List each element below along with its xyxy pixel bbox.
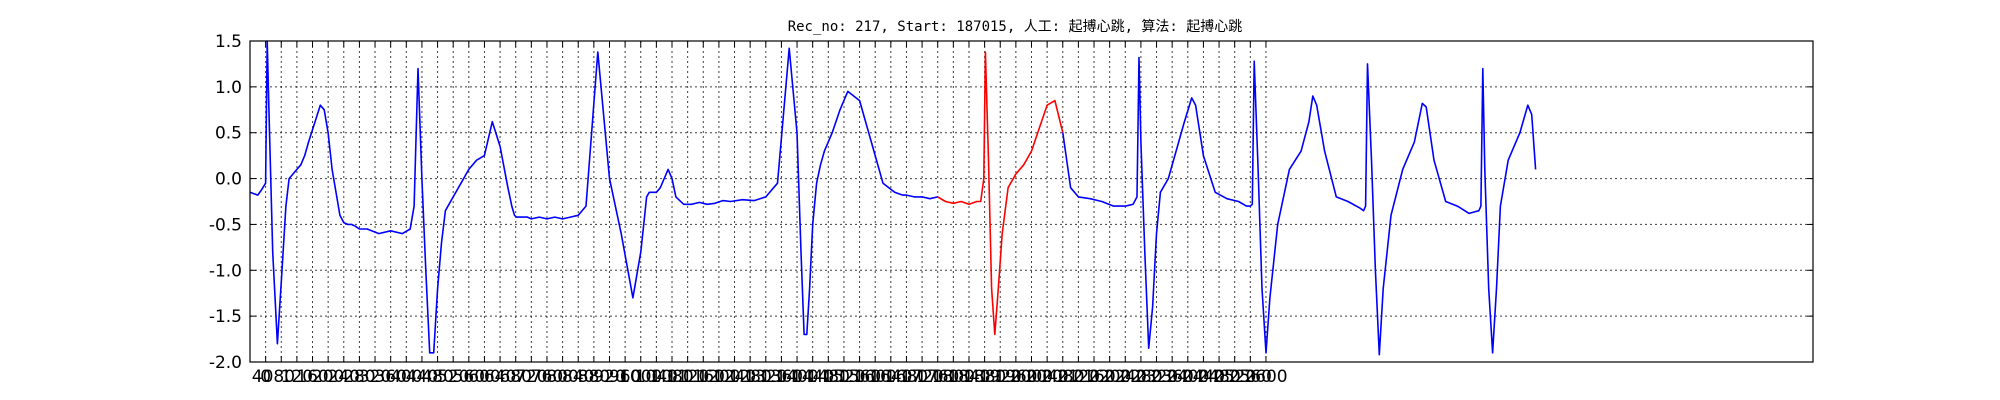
x-tick-label: 2560 (1229, 367, 1272, 387)
y-tick-label: 0.0 (215, 170, 242, 190)
x-tick-label: 1400 (775, 367, 818, 387)
x-tick-label: 1320 (744, 367, 787, 387)
x-tick-label: 2280 (1119, 367, 1162, 387)
x-tick-label: 920 (593, 367, 625, 387)
x-tick-label: 1680 (885, 367, 928, 387)
x-tick-label: 600 (468, 367, 500, 387)
x-tick-label: 560 (453, 367, 485, 387)
x-tick-label: 1600 (854, 367, 897, 387)
x-tick-label: 760 (531, 367, 563, 387)
x-tick-label: 1080 (650, 367, 693, 387)
x-tick-label: 120 (281, 367, 313, 387)
x-tick-label: 240 (328, 367, 360, 387)
x-tick-label: 2440 (1182, 367, 1225, 387)
ticks-layer: 1.51.00.50.0-0.5-1.0-1.5-2.0040801201602… (209, 32, 1813, 387)
x-tick-label: 1800 (932, 367, 975, 387)
x-tick-label: 800 (546, 367, 578, 387)
x-tick-label: 520 (437, 367, 469, 387)
x-tick-label: 480 (421, 367, 453, 387)
x-tick-label: 640 (484, 367, 516, 387)
series-line-0 (249, 40, 938, 354)
x-tick-label: 2120 (1057, 367, 1100, 387)
x-tick-label: 1520 (822, 367, 865, 387)
x-tick-label: 1880 (963, 367, 1006, 387)
x-tick-label: 2320 (1135, 367, 1178, 387)
y-tick-label: -1.0 (209, 261, 242, 281)
y-tick-label: 0.5 (215, 124, 242, 144)
x-tick-label: 1160 (682, 367, 725, 387)
series-line-2 (1062, 56, 1537, 356)
x-tick-label: 1200 (697, 367, 740, 387)
x-tick-label: 280 (343, 367, 375, 387)
x-tick-label: 2160 (1072, 367, 1115, 387)
x-tick-label: 1120 (666, 367, 709, 387)
x-tick-label: 2040 (1025, 367, 1068, 387)
x-tick-label: 2200 (1088, 367, 1131, 387)
y-tick-label: -2.0 (209, 353, 242, 373)
x-tick-label: 880 (578, 367, 610, 387)
x-tick-label: 2000 (1010, 367, 1053, 387)
x-tick-label: 1480 (807, 367, 850, 387)
x-tick-label: 1560 (838, 367, 881, 387)
x-tick-label: 1040 (635, 367, 678, 387)
x-tick-label: 1960 (994, 367, 1037, 387)
x-tick-label: 1280 (729, 367, 772, 387)
x-tick-label: 2240 (1104, 367, 1147, 387)
x-tick-label: 680 (499, 367, 531, 387)
x-tick-label: 1440 (791, 367, 834, 387)
series-line-1 (937, 51, 1064, 336)
x-tick-label: 1360 (760, 367, 803, 387)
x-tick-label: 400 (390, 367, 422, 387)
x-tick-label: 840 (562, 367, 594, 387)
y-tick-label: 1.5 (215, 32, 242, 52)
x-tick-label: 1720 (900, 367, 943, 387)
y-tick-label: -1.5 (209, 307, 242, 327)
x-tick-label: 1760 (916, 367, 959, 387)
x-tick-label: 4080 (252, 367, 295, 387)
x-tick-label: 1000 (619, 367, 662, 387)
x-tick-label: 1240 (713, 367, 756, 387)
x-tick-label: 0 (260, 367, 271, 387)
x-tick-label: 1920 (979, 367, 1022, 387)
x-tick-label: 2400 (1166, 367, 1209, 387)
x-tick-label: 1840 (947, 367, 990, 387)
x-tick-label: 720 (515, 367, 547, 387)
chart-title: Rec_no: 217, Start: 187015, 人工: 起搏心跳, 算法… (788, 18, 1243, 35)
y-tick-label: -0.5 (209, 215, 242, 235)
x-tick-label: 360 (374, 367, 406, 387)
x-tick-label: 200 (312, 367, 344, 387)
y-tick-label: 1.0 (215, 78, 242, 98)
x-tick-label: 2360 (1151, 367, 1194, 387)
x-tick-label: 440 (406, 367, 438, 387)
grid-layer (249, 40, 1813, 363)
x-tick-label: 320 (359, 367, 391, 387)
x-tick-label: 2480 (1197, 367, 1240, 387)
x-tick-label: 960 (609, 367, 641, 387)
x-tick-label: 160 (296, 367, 328, 387)
x-tick-label: 2080 (1041, 367, 1084, 387)
x-tick-label: 2520 (1213, 367, 1256, 387)
x-tick-label: 2600 (1244, 367, 1287, 387)
x-tick-label: 1640 (869, 367, 912, 387)
series-layer (249, 40, 1537, 356)
